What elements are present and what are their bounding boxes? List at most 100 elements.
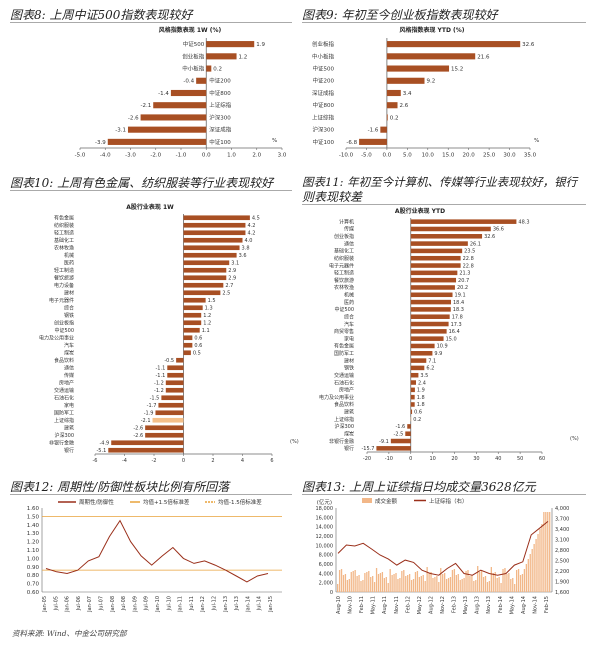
- volume-bar: [375, 568, 378, 592]
- bar: [170, 89, 207, 97]
- category-label: 中证500: [313, 64, 335, 72]
- chart-shanghai-turnover: 成交金额 上证综指（右） (亿元)18,000 16,000 14,000 12,000 1…: [316, 497, 570, 614]
- bar: [405, 431, 411, 436]
- volume-bar: [368, 571, 370, 592]
- data-label: -0.4: [183, 79, 194, 85]
- bar: [410, 234, 483, 239]
- category-label: 石油石化: [54, 395, 74, 402]
- category-label: 创业板指: [182, 52, 205, 60]
- bar: [167, 365, 184, 371]
- y-tick-label: 0.80: [27, 573, 40, 579]
- data-label: 1.9: [417, 388, 425, 394]
- figure-11-title: 图表11: 年初至今计算机、传媒等行业表现较好，银行: [302, 175, 578, 189]
- category-label: 基础化工: [334, 248, 354, 255]
- volume-bar: [416, 571, 419, 592]
- volume-bar: [461, 579, 463, 592]
- category-label: 煤炭: [64, 350, 74, 357]
- bar: [111, 440, 184, 446]
- volume-bar: [403, 570, 405, 592]
- category-label: 沪深300: [209, 113, 231, 121]
- bar: [410, 329, 447, 334]
- data-label: 19.1: [455, 293, 466, 299]
- volume-bar: [494, 572, 496, 592]
- bar: [410, 277, 457, 283]
- volume-bar: [342, 575, 345, 592]
- legend-label: 均值+1.5倍标准差: [143, 498, 190, 506]
- category-label: 深证成指: [312, 89, 335, 97]
- volume-bar: [420, 576, 422, 592]
- category-label: 传媒: [64, 372, 74, 379]
- volume-bar: [418, 577, 421, 592]
- volume-bar: [484, 576, 487, 592]
- y2-tick-label: 3,100: [555, 538, 569, 544]
- category-label: 中证100: [209, 138, 231, 146]
- bar: [107, 138, 207, 145]
- bar: [153, 102, 207, 109]
- data-label: 0.2: [390, 115, 399, 121]
- data-label: -9.1: [379, 439, 389, 445]
- volume-bar: [475, 580, 477, 592]
- bar: [183, 312, 202, 318]
- data-label: -2.6: [133, 433, 143, 439]
- bar: [386, 77, 425, 84]
- category-label: 上证综指: [54, 417, 74, 424]
- bar: [155, 410, 184, 416]
- volume-bar: [459, 580, 461, 592]
- data-label: -2.5: [394, 431, 404, 437]
- category-label: 农林牧渔: [54, 245, 74, 252]
- volume-bar: [385, 577, 387, 592]
- x-tick-label: -5.0: [361, 153, 372, 159]
- volume-bar: [348, 579, 350, 592]
- category-label: 钢铁: [344, 365, 354, 372]
- x-tick-label: Jan-13: [223, 596, 229, 613]
- volume-bar: [492, 573, 494, 592]
- figure-13-title: 图表13: 上周上证综指日均成交量3628亿元: [302, 480, 536, 494]
- volume-bar: [410, 580, 413, 592]
- data-label: 1.8: [417, 395, 425, 401]
- data-label: -5.1: [97, 448, 107, 454]
- y2-tick-label: 1,900: [555, 580, 569, 586]
- data-label: -1.6: [395, 424, 405, 430]
- bar: [410, 402, 415, 407]
- x-tick-label: Jan-07: [87, 596, 93, 613]
- data-label: 1.8: [417, 402, 425, 408]
- bar: [410, 321, 449, 327]
- bar: [183, 237, 243, 243]
- volume-bar: [541, 524, 543, 592]
- x-tick-label: Jan-12: [200, 596, 206, 613]
- data-label: -1.2: [154, 381, 164, 387]
- x-tick-label: 2.0: [252, 153, 261, 159]
- volume-bar: [399, 578, 401, 592]
- category-label: 食品饮料: [334, 401, 354, 408]
- category-label: 国防军工: [334, 350, 354, 357]
- volume-bar: [490, 567, 492, 592]
- volume-bar: [539, 529, 541, 592]
- category-label: 传媒: [344, 226, 354, 233]
- x-tick-label: 25.0: [483, 153, 496, 159]
- volume-bar: [471, 575, 473, 592]
- x-tick-label: 2: [211, 458, 214, 464]
- x-tick-label: 35.0: [524, 153, 537, 159]
- volume-bar: [531, 549, 533, 592]
- data-label: 3.8: [242, 246, 250, 252]
- x-tick-label: 20: [451, 456, 457, 462]
- chart-sector-1w: A股行业表现 1W 4.5 有色金属 4.2 纺织服装 4.2 轻工制造 4.0 基础化工 3.8…: [39, 203, 299, 464]
- x-tick-label: Nov-14: [532, 596, 538, 614]
- volume-bar: [545, 512, 547, 592]
- x-tick-label: May-14: [509, 596, 515, 614]
- volume-bar: [393, 574, 395, 592]
- category-label: 纺织服装: [54, 222, 74, 229]
- data-label: 1.3: [205, 306, 213, 312]
- x-tick-label: Jan-06: [65, 596, 71, 613]
- volume-bar: [434, 577, 436, 592]
- chart-title: 风格指数表现 1W (%): [159, 26, 222, 34]
- bar: [161, 395, 184, 401]
- x-tick-label: 30.0: [503, 153, 516, 159]
- data-label: 1.5: [208, 298, 216, 304]
- bar: [410, 394, 415, 400]
- y2-tick-label: 1,600: [555, 590, 569, 596]
- x-tick-label: May-12: [417, 596, 423, 614]
- bar: [183, 267, 227, 273]
- bar: [410, 285, 455, 290]
- x-tick-label: Jul-12: [212, 596, 218, 611]
